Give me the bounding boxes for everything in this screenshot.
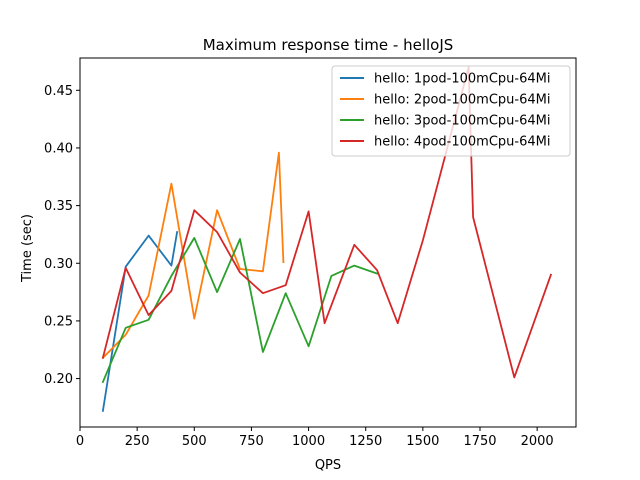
legend-label: hello: 4pod-100mCpu-64Mi xyxy=(374,135,550,150)
x-tick-label: 250 xyxy=(125,434,150,449)
y-tick-label: 0.25 xyxy=(44,314,73,329)
x-tick-label: 750 xyxy=(239,434,264,449)
y-axis-label: Time (sec) xyxy=(20,214,35,283)
legend-label: hello: 2pod-100mCpu-64Mi xyxy=(374,93,550,108)
x-tick-label: 500 xyxy=(182,434,207,449)
legend-label: hello: 3pod-100mCpu-64Mi xyxy=(374,114,550,129)
chart-title: Maximum response time - helloJS xyxy=(203,36,454,54)
x-tick-label: 1250 xyxy=(349,434,382,449)
y-tick-label: 0.35 xyxy=(44,199,73,214)
legend: hello: 1pod-100mCpu-64Mi hello: 2pod-100m… xyxy=(331,65,571,157)
x-tick-label: 2000 xyxy=(521,434,554,449)
series-line-1 xyxy=(101,231,179,412)
y-tick-label: 0.30 xyxy=(44,257,73,272)
x-axis-label: QPS xyxy=(315,458,341,473)
x-tick-label: 1750 xyxy=(463,434,496,449)
x-tick-label: 0 xyxy=(76,434,84,449)
legend-box xyxy=(331,65,571,157)
x-tick-label: 1500 xyxy=(406,434,439,449)
axes: 0 250 500 750 1000 1250 1500 1750 2000 0.20 0.25 0.… xyxy=(44,57,577,449)
x-tick-label: 1000 xyxy=(292,434,325,449)
y-tick-label: 0.20 xyxy=(44,372,73,387)
y-tick-label: 0.45 xyxy=(44,84,73,99)
series-line-3 xyxy=(101,236,379,384)
axes-frame xyxy=(79,57,577,428)
legend-label: hello: 1pod-100mCpu-64Mi xyxy=(374,72,550,87)
y-tick-label: 0.40 xyxy=(44,141,73,156)
